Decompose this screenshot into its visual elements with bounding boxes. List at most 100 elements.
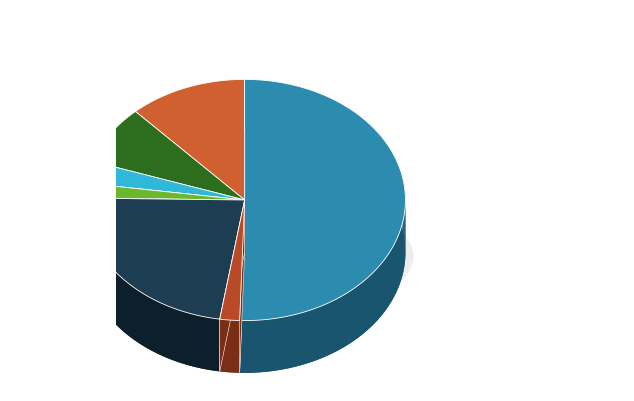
Polygon shape — [396, 239, 397, 294]
Polygon shape — [84, 251, 245, 371]
Polygon shape — [184, 312, 186, 365]
Polygon shape — [220, 200, 245, 321]
Polygon shape — [131, 286, 133, 339]
Polygon shape — [385, 256, 387, 311]
Polygon shape — [274, 318, 278, 371]
Polygon shape — [378, 265, 380, 320]
Polygon shape — [129, 284, 130, 337]
Polygon shape — [299, 313, 302, 366]
Polygon shape — [136, 132, 245, 253]
Polygon shape — [154, 300, 155, 353]
Polygon shape — [356, 285, 359, 339]
Polygon shape — [199, 316, 201, 369]
Ellipse shape — [76, 190, 413, 323]
Polygon shape — [164, 304, 165, 357]
Polygon shape — [389, 251, 391, 306]
Polygon shape — [171, 307, 172, 360]
Polygon shape — [373, 270, 376, 325]
Polygon shape — [391, 247, 392, 303]
Polygon shape — [399, 229, 401, 285]
Polygon shape — [214, 319, 216, 371]
Polygon shape — [295, 314, 299, 367]
Polygon shape — [210, 318, 212, 371]
Polygon shape — [326, 303, 330, 356]
Text: Profit on reval of investments 3%: Profit on reval of investments 3% — [143, 184, 366, 197]
Polygon shape — [330, 301, 333, 355]
Polygon shape — [397, 235, 399, 291]
Polygon shape — [209, 318, 210, 370]
Polygon shape — [151, 298, 152, 351]
Polygon shape — [252, 320, 257, 373]
Polygon shape — [108, 265, 110, 318]
Polygon shape — [363, 280, 365, 334]
Polygon shape — [203, 317, 205, 369]
Polygon shape — [84, 236, 245, 253]
Polygon shape — [220, 200, 245, 371]
Polygon shape — [240, 80, 405, 321]
Polygon shape — [126, 282, 127, 335]
Polygon shape — [344, 294, 347, 348]
Polygon shape — [340, 296, 344, 349]
Polygon shape — [119, 275, 120, 328]
Polygon shape — [302, 312, 307, 365]
Polygon shape — [120, 276, 121, 330]
Polygon shape — [121, 277, 122, 331]
Polygon shape — [152, 299, 154, 352]
Polygon shape — [130, 285, 131, 338]
Polygon shape — [394, 242, 396, 297]
Polygon shape — [240, 200, 245, 373]
Polygon shape — [140, 292, 141, 345]
Polygon shape — [240, 200, 245, 373]
Polygon shape — [103, 258, 105, 312]
Polygon shape — [105, 261, 107, 314]
Polygon shape — [127, 283, 129, 336]
Polygon shape — [353, 287, 356, 341]
Polygon shape — [100, 253, 101, 307]
Polygon shape — [190, 314, 191, 366]
Polygon shape — [124, 279, 125, 333]
Polygon shape — [162, 304, 164, 356]
Polygon shape — [290, 315, 295, 368]
Polygon shape — [137, 290, 139, 343]
Polygon shape — [94, 244, 95, 298]
Polygon shape — [201, 316, 203, 369]
Text: Profit on sale of
investments 8%: Profit on sale of investments 8% — [154, 205, 275, 233]
Polygon shape — [402, 223, 403, 278]
Polygon shape — [112, 268, 113, 322]
Polygon shape — [111, 267, 112, 320]
Polygon shape — [107, 262, 108, 316]
Polygon shape — [218, 319, 220, 371]
Polygon shape — [84, 198, 245, 253]
Polygon shape — [195, 315, 197, 368]
Polygon shape — [98, 251, 100, 304]
Polygon shape — [403, 217, 404, 272]
Polygon shape — [157, 302, 158, 354]
Polygon shape — [371, 273, 373, 327]
Polygon shape — [95, 245, 96, 299]
Polygon shape — [318, 306, 322, 360]
Polygon shape — [347, 291, 350, 346]
Polygon shape — [311, 309, 314, 363]
Polygon shape — [220, 253, 245, 373]
Polygon shape — [84, 198, 245, 319]
Text: Commission,
exchange and
brokerage 12%: Commission, exchange and brokerage 12% — [183, 235, 302, 282]
Polygon shape — [207, 317, 209, 370]
Polygon shape — [133, 287, 134, 340]
Polygon shape — [84, 184, 245, 200]
Polygon shape — [186, 312, 188, 365]
Polygon shape — [102, 256, 103, 309]
Polygon shape — [244, 321, 249, 373]
Polygon shape — [365, 277, 368, 332]
Polygon shape — [174, 308, 176, 361]
Polygon shape — [178, 310, 179, 363]
Polygon shape — [145, 295, 146, 348]
Polygon shape — [261, 320, 265, 372]
Polygon shape — [114, 271, 115, 324]
Polygon shape — [392, 245, 394, 300]
Polygon shape — [387, 253, 389, 308]
Polygon shape — [125, 281, 126, 334]
Polygon shape — [143, 294, 145, 347]
Polygon shape — [148, 296, 149, 349]
Polygon shape — [116, 273, 117, 326]
Polygon shape — [86, 184, 245, 253]
